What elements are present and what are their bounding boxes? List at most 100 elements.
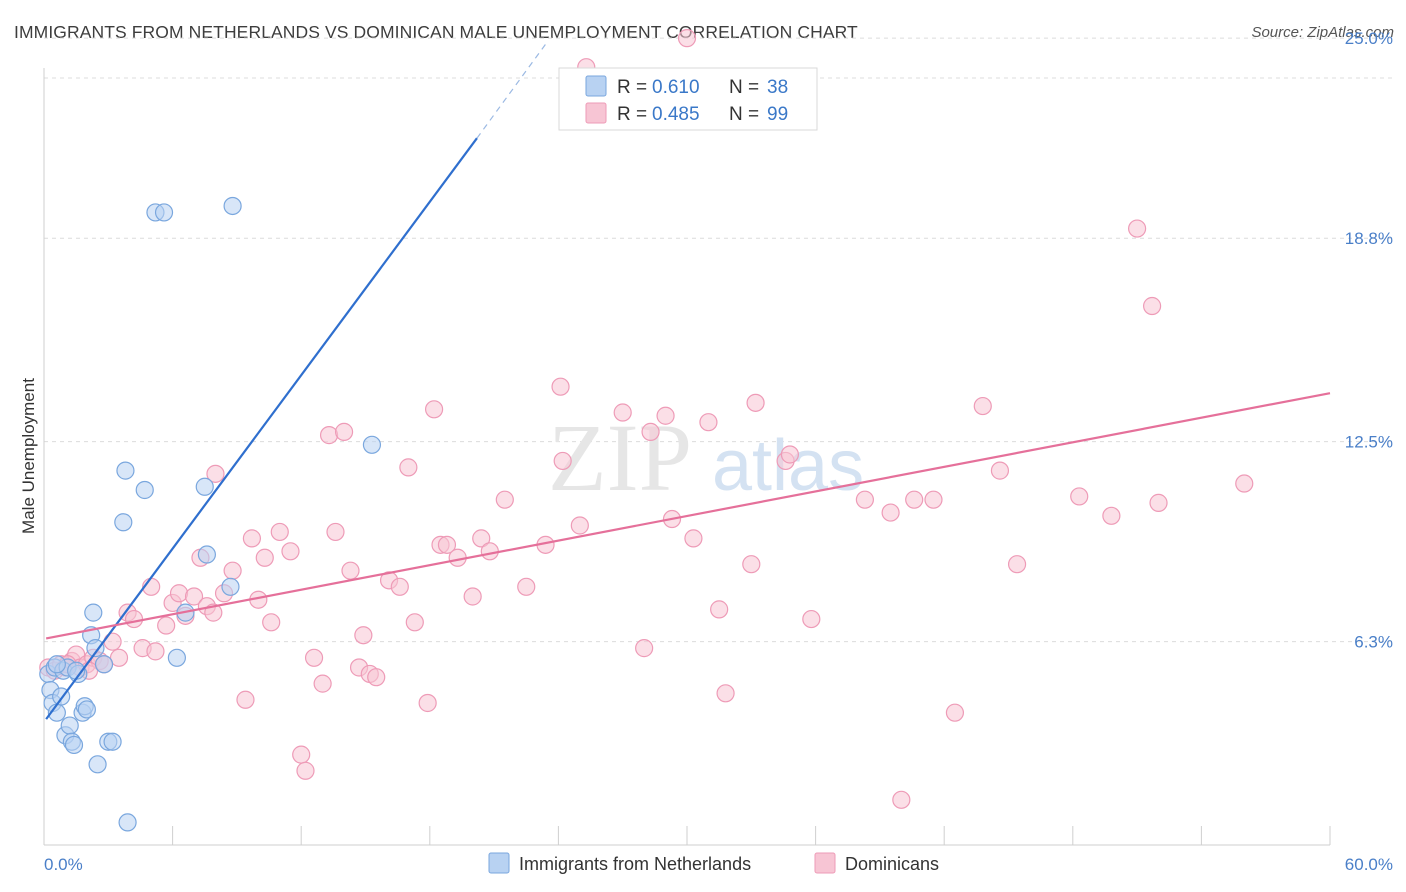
y-tick-label: 6.3% (1354, 633, 1393, 652)
data-point (255, 548, 274, 567)
data-point (881, 503, 900, 522)
data-point (945, 703, 965, 722)
data-point (313, 674, 332, 693)
data-point (116, 461, 135, 480)
data-point (716, 684, 735, 703)
data-point (114, 513, 133, 532)
data-point (742, 555, 761, 574)
data-point (319, 426, 339, 445)
data-point (341, 561, 360, 580)
data-point (94, 655, 114, 674)
data-point (463, 587, 482, 606)
data-point (677, 29, 697, 48)
data-point (1007, 555, 1027, 574)
data-point (699, 413, 718, 432)
legend-n-label-1: N = (729, 77, 759, 98)
data-point (924, 490, 943, 509)
data-point (236, 690, 255, 709)
legend-r-label-1: R = (617, 77, 647, 98)
data-point (780, 445, 799, 464)
data-point (1149, 493, 1168, 512)
data-point (84, 603, 103, 622)
data-point (1102, 506, 1121, 525)
data-point (184, 587, 204, 606)
data-point (292, 745, 311, 764)
data-point (146, 642, 165, 661)
data-point (1127, 219, 1147, 238)
data-point (399, 458, 418, 477)
data-point (167, 648, 186, 667)
data-point (367, 668, 386, 687)
source-label: Source: ZipAtlas.com (1251, 24, 1394, 41)
y-tick-label: 18.8% (1345, 229, 1393, 248)
data-point (418, 693, 437, 713)
data-point (60, 716, 79, 735)
legend-swatch-blue (585, 75, 607, 97)
data-point (206, 464, 225, 483)
data-point (88, 755, 107, 774)
data-point (480, 542, 499, 561)
data-point (746, 393, 765, 412)
series-immigrants-from-netherlands (39, 196, 382, 832)
data-point (613, 403, 632, 422)
trendline-netherlands-extension (476, 41, 549, 139)
data-point (169, 584, 189, 603)
legend-r-value-2: 0.485 (652, 104, 700, 125)
legend-n-value-1: 38 (767, 77, 788, 98)
x-tick-label-max: 60.0% (1345, 855, 1393, 874)
data-point (641, 422, 660, 441)
y-axis-label: Male Unemployment (19, 378, 38, 534)
y-tick-label: 25.0% (1345, 29, 1393, 48)
data-point (802, 609, 821, 629)
data-point (103, 732, 122, 751)
data-point (86, 639, 105, 658)
data-point (221, 577, 240, 596)
series-dominicans (39, 29, 1254, 809)
data-point (635, 639, 654, 658)
x-axis-ticks (43, 826, 1331, 845)
legend-r-value-1: 0.610 (652, 77, 700, 98)
legend-r-label-2: R = (617, 104, 647, 125)
legend-bottom-label-dominicans: Dominicans (845, 854, 939, 874)
data-point (109, 648, 129, 667)
data-point (424, 400, 444, 419)
data-point (892, 790, 911, 809)
data-point (281, 542, 300, 561)
trendline-netherlands (45, 137, 478, 720)
data-point (118, 813, 137, 832)
data-point (223, 196, 242, 216)
data-point (326, 522, 345, 542)
data-point (242, 529, 262, 548)
data-point (64, 735, 84, 755)
data-point (262, 613, 281, 632)
data-point (684, 529, 703, 548)
data-point (551, 377, 570, 396)
data-point (197, 545, 216, 564)
data-point (304, 648, 324, 667)
x-tick-label-min: 0.0% (44, 855, 83, 874)
data-point (296, 761, 315, 780)
data-point (1235, 474, 1254, 493)
y-tick-labels: 6.3% 12.5% 18.8% 25.0% (1345, 29, 1393, 652)
trendlines (45, 41, 1331, 720)
data-point (47, 655, 66, 674)
data-point (495, 490, 514, 509)
data-point (154, 203, 174, 222)
data-point (553, 451, 572, 471)
data-point (362, 435, 382, 454)
data-point (390, 577, 409, 596)
data-point (1070, 487, 1089, 506)
data-point (334, 422, 354, 441)
legend-bottom: Immigrants from Netherlands Dominicans (488, 852, 939, 874)
data-point (195, 477, 214, 496)
trendline-dominicans (45, 392, 1331, 640)
data-point (517, 577, 536, 596)
data-point (570, 516, 589, 535)
data-point (1143, 296, 1162, 316)
legend-bottom-swatch-blue (488, 852, 510, 874)
legend-top: R = 0.610 N = 38 R = 0.485 N = 99 (558, 67, 818, 131)
y-tick-label: 12.5% (1345, 433, 1393, 452)
data-point (124, 609, 144, 629)
data-point (437, 535, 457, 554)
